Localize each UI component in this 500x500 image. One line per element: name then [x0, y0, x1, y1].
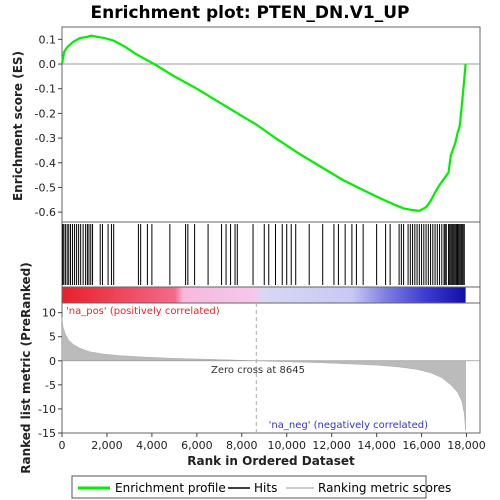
metric-y-axis-label: Ranked list metric (PreRanked): [19, 262, 33, 474]
x-tick-label: 0: [59, 439, 66, 452]
metric-y-tick-label: -5: [45, 379, 56, 392]
es-y-axis-label: Enrichment score (ES): [11, 51, 25, 201]
metric-y-axis: -15 -10 -5 0 5 10: [38, 307, 62, 440]
x-tick-label: 10,000: [267, 439, 306, 452]
es-plot-frame: [62, 27, 480, 222]
es-y-tick-label: -0.6: [35, 206, 56, 219]
x-axis-label: Rank in Ordered Dataset: [187, 454, 355, 468]
es-y-tick-label: -0.2: [35, 107, 56, 120]
metric-y-tick-label: 10: [42, 307, 56, 320]
es-y-tick-label: -0.3: [35, 132, 56, 145]
legend-hits-label: Hits: [254, 481, 277, 495]
metric-y-tick-label: -15: [38, 427, 56, 440]
metric-y-tick-label: 0: [49, 355, 56, 368]
hits-panel: [62, 222, 480, 287]
legend-metric-label: Ranking metric scores: [318, 481, 451, 495]
es-y-tick-label: -0.4: [35, 157, 56, 170]
x-tick-label: 14,000: [357, 439, 396, 452]
zero-cross-label: Zero cross at 8645: [211, 365, 305, 376]
metric-y-tick-label: -10: [38, 403, 56, 416]
x-tick-label: 4,000: [136, 439, 168, 452]
es-y-tick-label: 0.0: [39, 58, 57, 71]
es-y-tick-label: -0.5: [35, 181, 56, 194]
x-tick-label: 18,000: [447, 439, 486, 452]
es-y-tick-label: -0.1: [35, 83, 56, 96]
chart-title: Enrichment plot: PTEN_DN.V1_UP: [91, 3, 410, 23]
x-tick-label: 2,000: [91, 439, 123, 452]
x-tick-label: 12,000: [312, 439, 351, 452]
es-y-tick-label: 0.1: [39, 33, 57, 46]
x-tick-label: 16,000: [402, 439, 441, 452]
positive-correlation-label: 'na_pos' (positively correlated): [66, 306, 220, 317]
legend: Enrichment profile Hits Ranking metric s…: [72, 476, 451, 498]
legend-enrichment-label: Enrichment profile: [115, 481, 226, 495]
es-panel: -0.6 -0.5 -0.4 -0.3 -0.2 -0.1 0.0 0.1 Enrichmen…: [11, 27, 480, 222]
x-tick-label: 8,000: [226, 439, 258, 452]
metric-y-tick-label: 5: [49, 331, 56, 344]
x-axis: 0 2,000 4,000 6,000 8,000 10,000 12,000 14,000 1…: [59, 433, 486, 452]
x-tick-label: 6,000: [181, 439, 213, 452]
es-y-axis: -0.6 -0.5 -0.4 -0.3 -0.2 -0.1 0.0 0.1: [35, 33, 62, 219]
rank-color-bar: [62, 287, 466, 303]
negative-correlation-label: 'na_neg' (negatively correlated): [269, 420, 428, 431]
